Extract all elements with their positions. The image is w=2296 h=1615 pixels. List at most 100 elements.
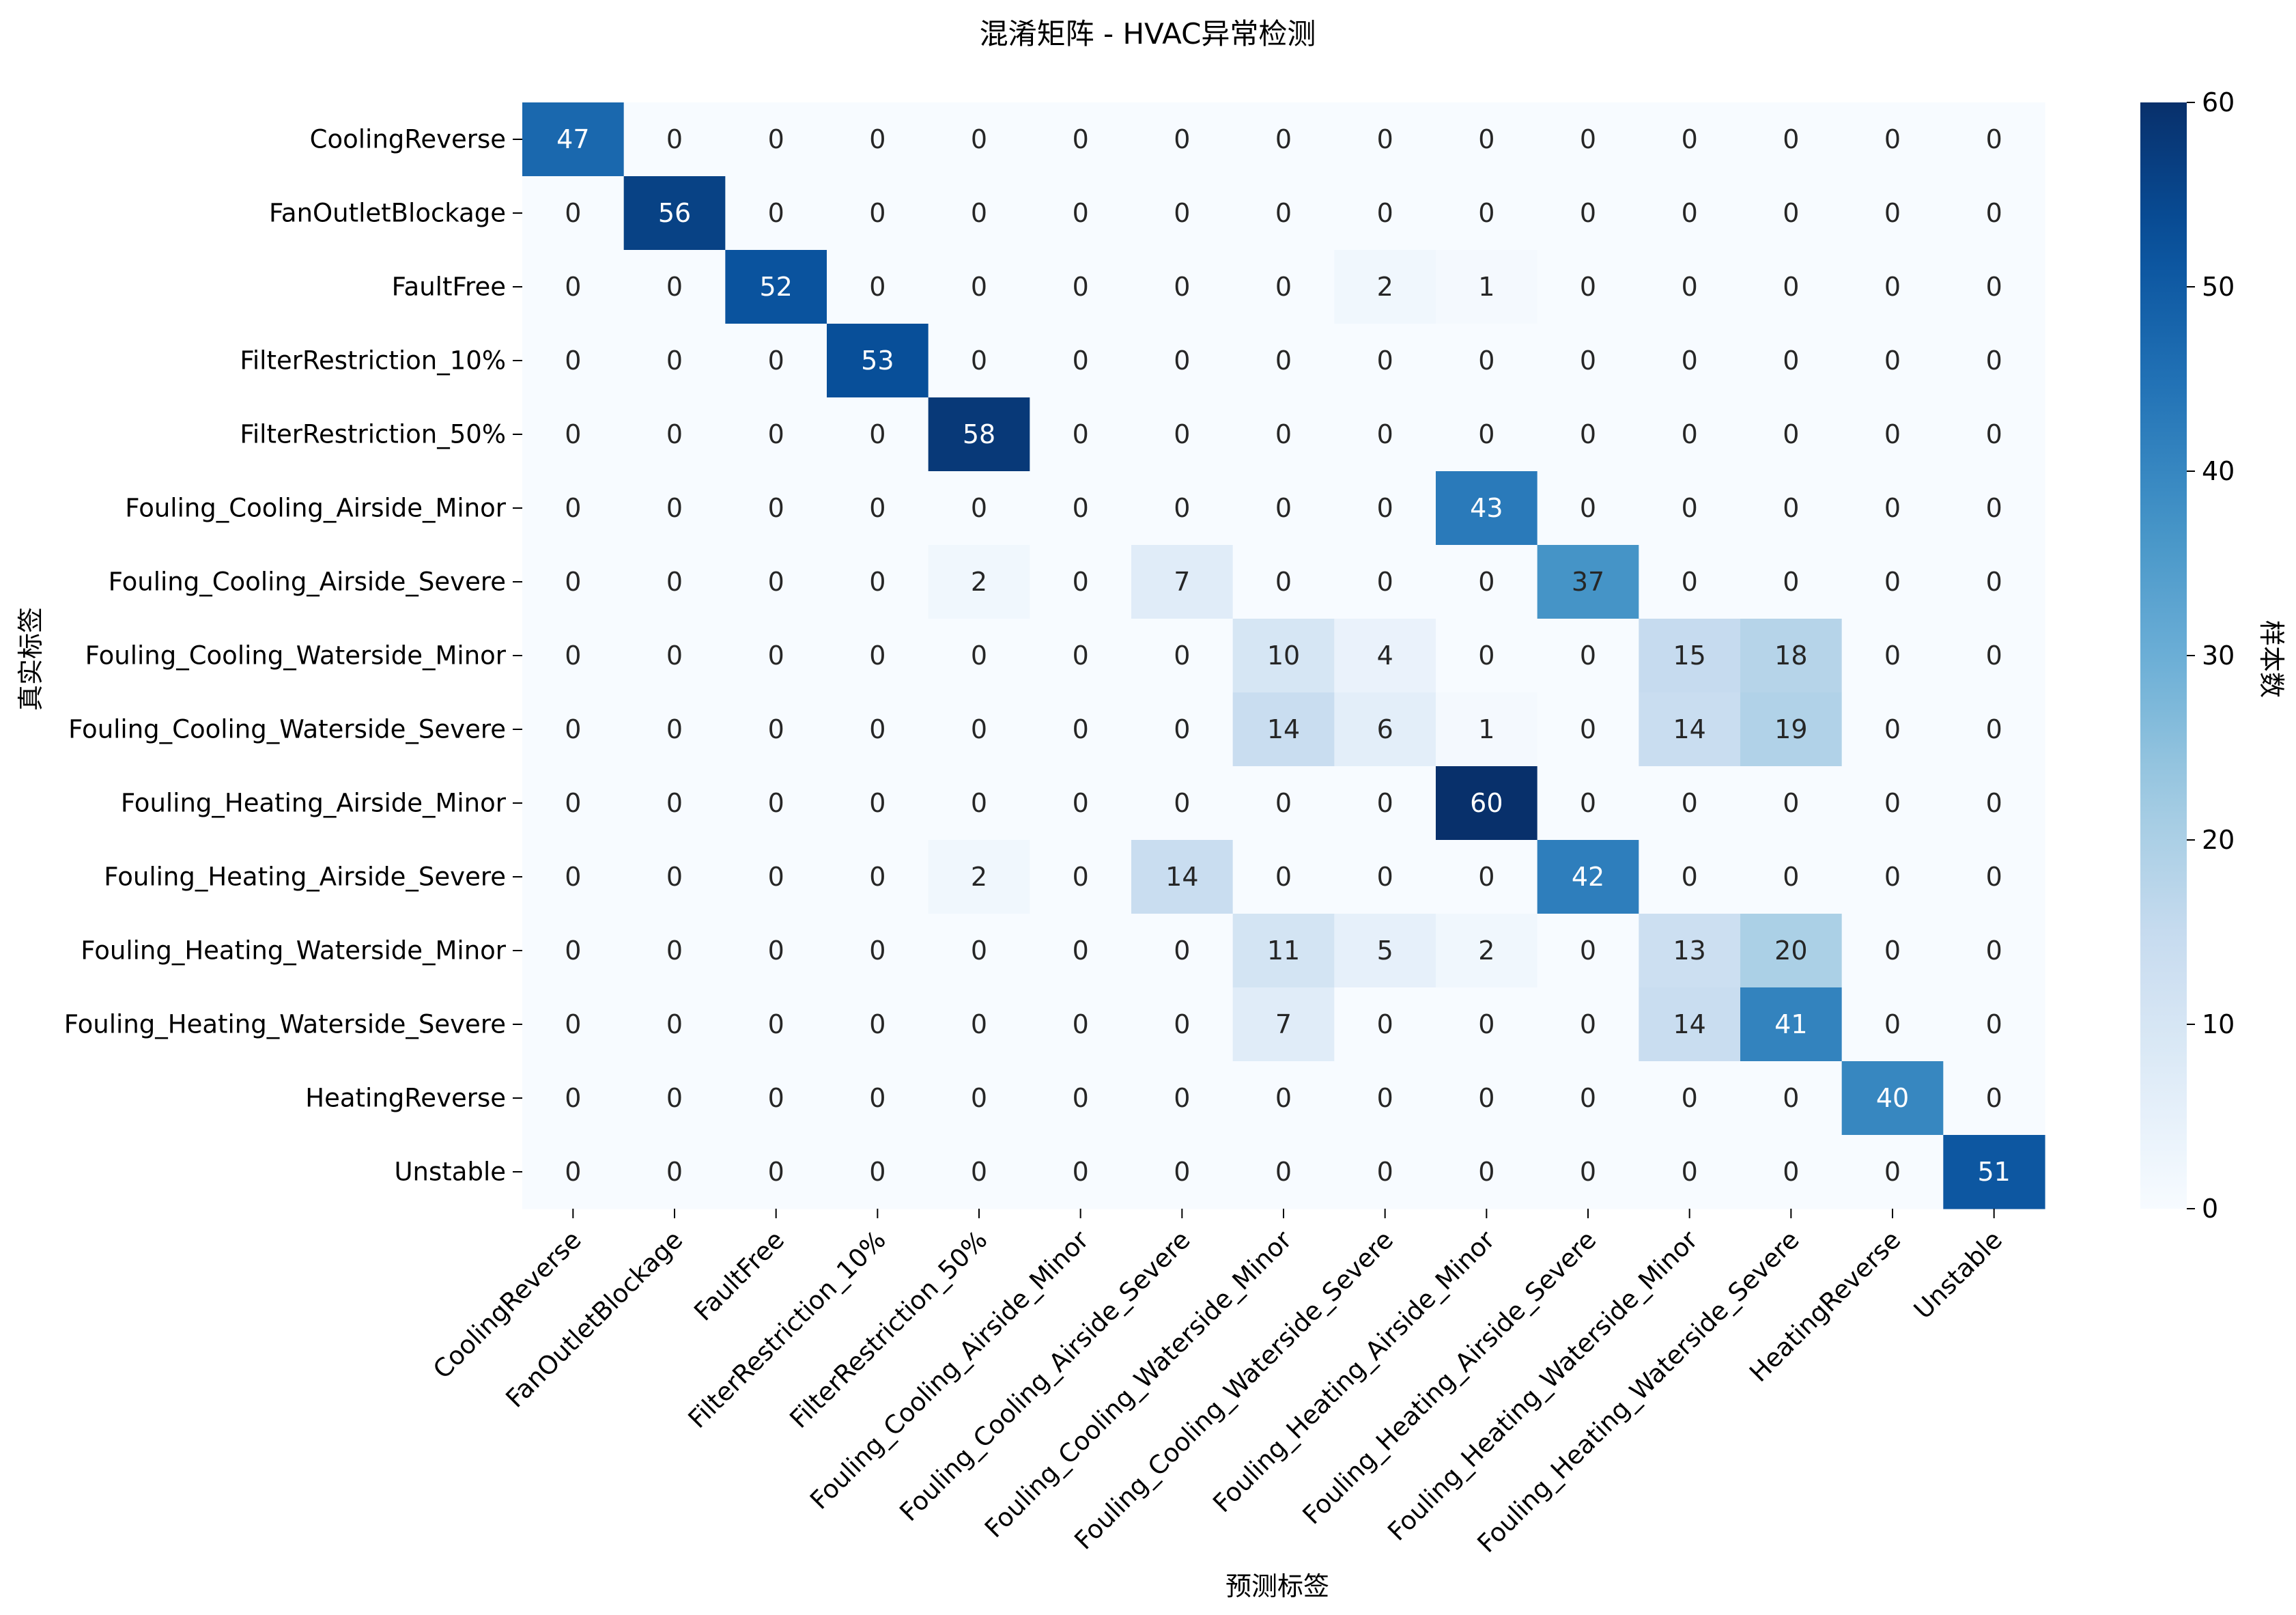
colorbar-tick-label: 40 — [2202, 456, 2235, 486]
heatmap-cell — [1740, 766, 1843, 841]
heatmap-cell — [1131, 397, 1234, 472]
cell-value-label: 0 — [666, 346, 683, 376]
heatmap-cell — [1232, 545, 1335, 619]
heatmap-cell — [1436, 176, 1538, 251]
heatmap-cell — [623, 250, 726, 324]
heatmap-cell — [522, 324, 625, 398]
heatmap-cell — [1943, 176, 2045, 251]
cell-value-label: 0 — [1682, 1083, 1698, 1113]
cell-value-label: 0 — [1478, 198, 1494, 228]
cell-value-label: 0 — [971, 493, 987, 523]
cell-value-label: 0 — [565, 1083, 581, 1113]
heatmap-cell — [1841, 176, 1944, 251]
heatmap-cell — [1131, 840, 1234, 914]
cell-value-label: 0 — [1783, 419, 1799, 449]
heatmap-cell — [1841, 914, 1944, 988]
cell-value-label: 0 — [1174, 1009, 1190, 1039]
heatmap-cell — [1232, 176, 1335, 251]
heatmap-cell — [725, 619, 827, 693]
heatmap-cell — [1030, 1061, 1132, 1136]
cell-value-label: 53 — [861, 346, 894, 376]
heatmap-cell — [1639, 692, 1741, 767]
cell-value-label: 10 — [1267, 641, 1300, 671]
heatmap-cell — [928, 766, 1030, 841]
cell-value-label: 0 — [971, 272, 987, 302]
heatmap-cell — [928, 176, 1030, 251]
heatmap-cell — [522, 545, 625, 619]
heatmap-cell — [1537, 914, 1639, 988]
cell-value-label: 0 — [1986, 1083, 2002, 1113]
heatmap-cell — [827, 176, 929, 251]
cell-value-label: 0 — [1783, 198, 1799, 228]
cell-value-label: 0 — [1682, 124, 1698, 154]
cell-value-label: 19 — [1774, 714, 1807, 744]
heatmap-cell — [1943, 987, 2045, 1062]
heatmap-cell — [1334, 914, 1436, 988]
heatmap-cell — [827, 1135, 929, 1209]
heatmap-cell — [1436, 545, 1538, 619]
cell-value-label: 0 — [971, 346, 987, 376]
cell-value-label: 7 — [1174, 567, 1190, 597]
cell-value-label: 0 — [1580, 346, 1596, 376]
heatmap-cell — [928, 545, 1030, 619]
heatmap-cell — [725, 1135, 827, 1209]
heatmap-cell — [1537, 397, 1639, 472]
y-tick-label: Fouling_Heating_Airside_Severe — [104, 862, 506, 892]
heatmap-cell — [1639, 619, 1741, 693]
cell-value-label: 0 — [1174, 1157, 1190, 1187]
cell-value-label: 0 — [768, 198, 784, 228]
cell-value-label: 0 — [1073, 1083, 1089, 1113]
heatmap-cell — [1131, 1061, 1234, 1136]
heatmap-cell — [1841, 840, 1944, 914]
cell-value-label: 0 — [1377, 493, 1393, 523]
cell-value-label: 0 — [768, 714, 784, 744]
cell-value-label: 0 — [1377, 1009, 1393, 1039]
heatmap-cell — [1030, 471, 1132, 546]
heatmap-cell — [1740, 176, 1843, 251]
cell-value-label: 0 — [1580, 198, 1596, 228]
colorbar-label: 样本数 — [2256, 620, 2286, 698]
cell-value-label: 0 — [565, 788, 581, 818]
heatmap-cell — [623, 987, 726, 1062]
heatmap-cell — [1334, 619, 1436, 693]
cell-value-label: 0 — [768, 1157, 784, 1187]
heatmap-cell — [1334, 987, 1436, 1062]
heatmap-cell — [1740, 397, 1843, 472]
cell-value-label: 0 — [1580, 936, 1596, 966]
cell-value-label: 0 — [565, 272, 581, 302]
cell-value-label: 0 — [1580, 124, 1596, 154]
heatmap-cell — [725, 250, 827, 324]
heatmap-cell — [1232, 619, 1335, 693]
heatmap-cell — [1436, 766, 1538, 841]
heatmap-cell — [827, 545, 929, 619]
cell-value-label: 43 — [1470, 493, 1503, 523]
heatmap-cell — [1436, 471, 1538, 546]
colorbar-tick-label: 50 — [2202, 272, 2235, 302]
cell-value-label: 0 — [565, 346, 581, 376]
cell-value-label: 0 — [1682, 1157, 1698, 1187]
heatmap-cell — [522, 1135, 625, 1209]
heatmap-cell — [1334, 397, 1436, 472]
heatmap-cell — [1131, 102, 1234, 177]
cell-value-label: 0 — [1073, 788, 1089, 818]
cell-value-label: 51 — [1977, 1157, 2010, 1187]
cell-value-label: 0 — [1783, 788, 1799, 818]
heatmap-cell — [1436, 1135, 1538, 1209]
heatmap-cell — [1639, 914, 1741, 988]
cell-value-label: 0 — [1884, 567, 1901, 597]
cell-value-label: 0 — [869, 714, 885, 744]
heatmap-cell — [1537, 176, 1639, 251]
cell-value-label: 0 — [1073, 714, 1089, 744]
cell-value-label: 0 — [768, 641, 784, 671]
cell-value-label: 0 — [1986, 198, 2002, 228]
cell-value-label: 0 — [869, 1083, 885, 1113]
cell-value-label: 0 — [1986, 567, 2002, 597]
heatmap-cell — [1639, 471, 1741, 546]
cell-value-label: 0 — [869, 862, 885, 892]
heatmap-cell — [623, 471, 726, 546]
cell-value-label: 0 — [1580, 493, 1596, 523]
cell-value-label: 0 — [1073, 862, 1089, 892]
cell-value-label: 0 — [1275, 567, 1292, 597]
cell-value-label: 0 — [1682, 788, 1698, 818]
cell-value-label: 0 — [1073, 124, 1089, 154]
